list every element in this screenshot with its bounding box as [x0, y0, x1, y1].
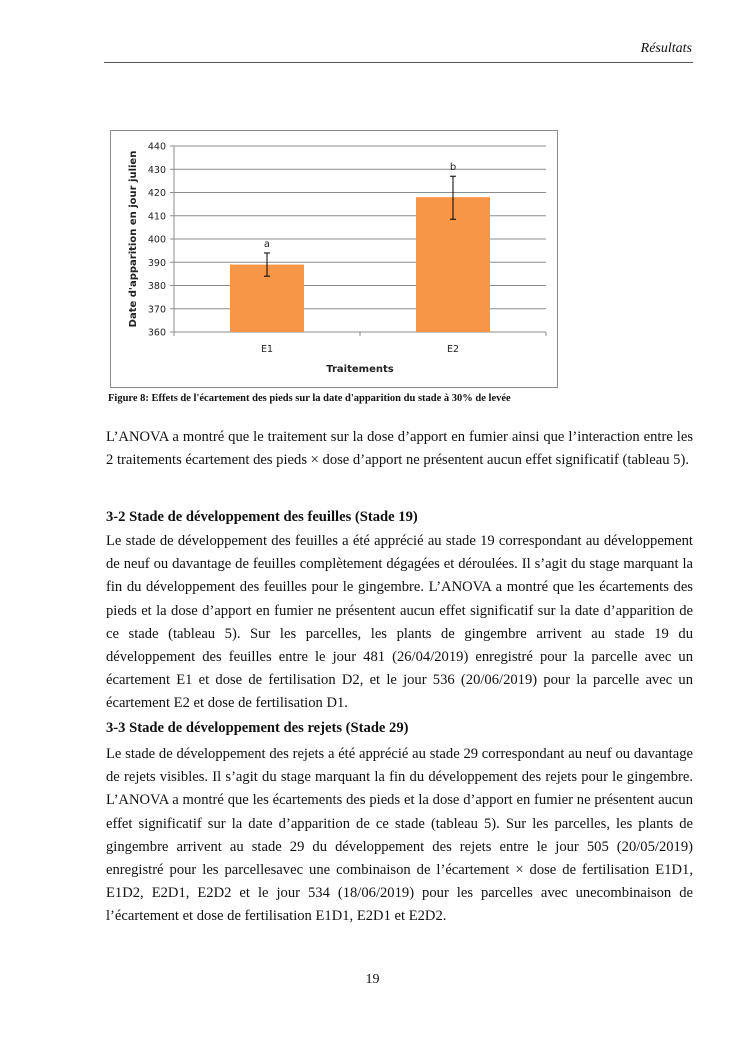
header-rule [104, 62, 693, 63]
figure-8-chart: 360 370 380 390 400 410 420 430 440 a E1 b E2 Traitem… [110, 130, 558, 388]
paragraph-stade-29: Le stade de développement des rejets a é… [106, 746, 693, 925]
y-tick-label: 380 [148, 281, 166, 292]
figure-caption: Figure 8: Effets de l'écartement des pie… [108, 393, 511, 404]
paragraph-stade-19: Le stade de développement des feuilles a… [106, 533, 693, 712]
y-tick-label: 410 [148, 211, 166, 222]
y-tick-label: 360 [148, 328, 166, 339]
x-axis-label: Traitements [326, 364, 393, 375]
heading-3-3: 3-3 Stade de développement des rejets (S… [106, 720, 409, 736]
y-tick-label: 400 [148, 235, 166, 246]
y-tick-label: 430 [148, 165, 166, 176]
running-header: Résultats [640, 41, 692, 56]
significance-letter: a [264, 239, 270, 250]
bar-chart: 360 370 380 390 400 410 420 430 440 a E1 b E2 Traitem… [128, 142, 547, 375]
y-tick-label: 420 [148, 188, 166, 199]
heading-3-2: 3-2 Stade de développement des feuilles … [106, 509, 418, 525]
y-tick-label: 390 [148, 258, 166, 269]
y-tick-label: 370 [148, 304, 166, 315]
paragraph-anova: L’ANOVA a montré que le traitement sur l… [106, 429, 693, 469]
x-tick-label: E2 [447, 344, 459, 355]
page-number: 19 [365, 972, 380, 987]
y-axis-label: Date d'apparition en jour julien [128, 151, 139, 328]
y-tick-label: 440 [148, 142, 166, 153]
x-tick-label: E1 [261, 344, 273, 355]
significance-letter: b [450, 162, 456, 173]
